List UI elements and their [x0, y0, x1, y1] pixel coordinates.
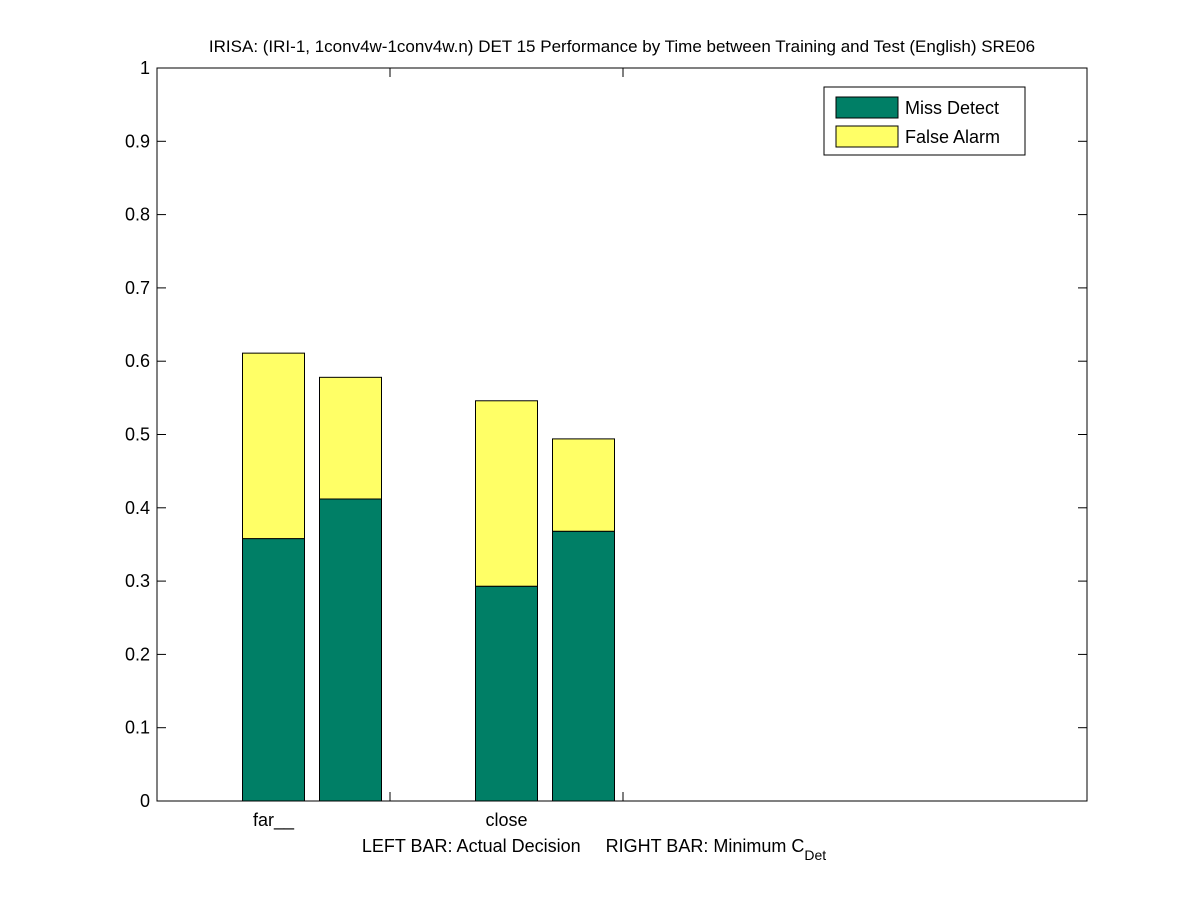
x-label-subscript: Det	[804, 847, 826, 863]
y-tick-label: 0.2	[125, 644, 150, 664]
y-tick-label: 0.9	[125, 131, 150, 151]
chart-title: IRISA: (IRI-1, 1conv4w-1conv4w.n) DET 15…	[209, 37, 1035, 56]
y-tick-label: 0.3	[125, 571, 150, 591]
bar-miss-detect-minimum	[319, 498, 382, 802]
x-label-gap	[581, 836, 606, 856]
y-tick-label: 0.1	[125, 718, 150, 738]
bar-false-alarm-actual	[242, 352, 305, 540]
y-tick-label: 1	[140, 58, 150, 78]
plot-area	[157, 68, 1087, 801]
bar-miss-detect-actual	[475, 585, 538, 802]
x-label-right: RIGHT BAR: Minimum C	[606, 836, 805, 856]
y-axis: 0 0.1 0.2 0.3 0.4 0.5 0.6 0.7 0.8 0.9 1	[125, 58, 1087, 811]
legend: Miss Detect False Alarm	[823, 86, 1026, 156]
y-tick-label: 0.7	[125, 278, 150, 298]
y-tick-label: 0	[140, 791, 150, 811]
bars-group	[242, 352, 615, 802]
bar-miss-detect-minimum	[552, 530, 615, 802]
y-tick-label: 0.8	[125, 205, 150, 225]
x-axis-label: LEFT BAR: Actual Decision RIGHT BAR: Min…	[362, 836, 826, 863]
y-tick-label: 0.6	[125, 351, 150, 371]
x-tick-label: far__	[253, 810, 295, 831]
legend-label-miss-detect: Miss Detect	[905, 98, 999, 118]
legend-label-false-alarm: False Alarm	[905, 127, 1000, 147]
bar-false-alarm-minimum	[319, 376, 382, 500]
bar-false-alarm-minimum	[552, 438, 615, 532]
y-tick-label: 0.4	[125, 498, 150, 518]
legend-swatch-false-alarm	[835, 125, 899, 148]
plot-frame	[156, 67, 1088, 802]
bar-miss-detect-actual	[242, 538, 305, 802]
x-label-left: LEFT BAR: Actual Decision	[362, 836, 581, 856]
x-axis: far__ close	[253, 68, 624, 831]
x-tick-label: close	[485, 810, 527, 830]
bar-false-alarm-actual	[475, 400, 538, 587]
legend-swatch-miss-detect	[835, 96, 899, 119]
y-tick-label: 0.5	[125, 425, 150, 445]
